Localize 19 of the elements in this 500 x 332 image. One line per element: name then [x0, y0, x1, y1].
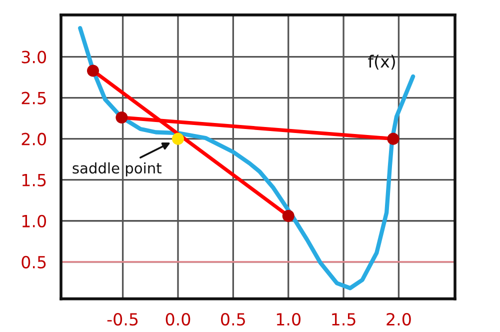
- x-tick-label: -0.5: [107, 312, 138, 326]
- y-tick-label: 3.0: [22, 50, 46, 64]
- y-tick-label: 1.0: [22, 214, 46, 228]
- x-tick-label: 0.0: [166, 312, 190, 326]
- y-tick-label: 2.0: [22, 132, 46, 146]
- annotation: saddle point: [72, 162, 162, 176]
- point: [172, 132, 184, 145]
- point: [116, 111, 128, 124]
- point: [387, 132, 400, 145]
- x-tick-label: 1.0: [276, 312, 300, 326]
- series-label: f(x): [368, 54, 395, 70]
- point: [86, 64, 100, 77]
- y-tick-label: 2.5: [22, 92, 46, 104]
- x-tick-label: 1.5: [332, 313, 356, 326]
- x-tick-label: 2.0: [386, 312, 411, 326]
- y-tick-label: 0.5: [22, 256, 46, 268]
- x-tick-label: 0.5: [221, 312, 245, 326]
- y-tick-label: 1.5: [22, 174, 46, 186]
- point: [282, 210, 294, 222]
